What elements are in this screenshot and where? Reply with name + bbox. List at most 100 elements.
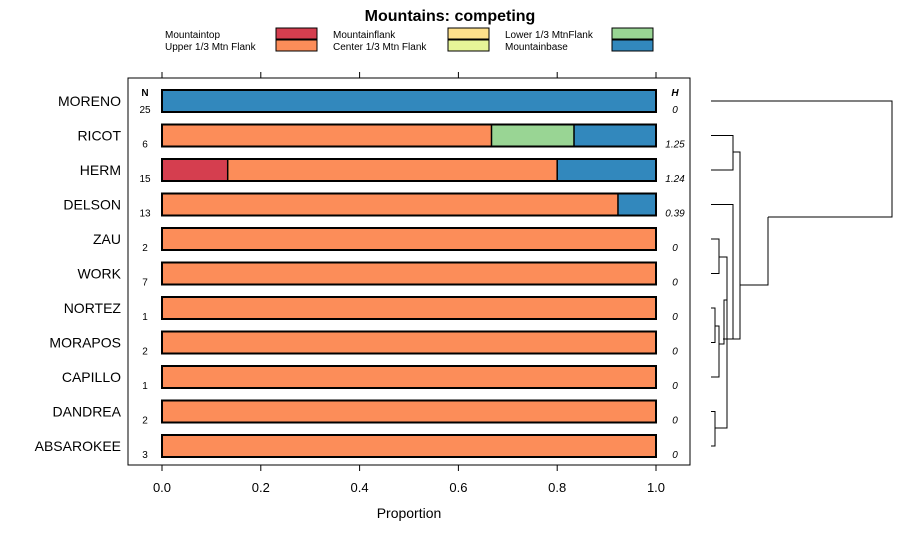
bar-outline: [161, 261, 657, 286]
dendrogram-branch: [711, 135, 734, 171]
bar-segment: [617, 193, 656, 216]
n-value: 3: [142, 450, 148, 461]
n-value: 2: [142, 347, 148, 358]
n-value: 1: [142, 381, 148, 392]
h-value: 1.24: [665, 174, 685, 185]
bar-outline: [161, 158, 657, 182]
legend-swatch: [611, 39, 654, 52]
legend-label: Mountainflank: [333, 30, 396, 41]
bar-segment: [162, 193, 618, 216]
n-header: N: [141, 88, 148, 99]
x-tick-label: 0.6: [449, 480, 467, 495]
bar-segment: [162, 90, 656, 112]
legend-label: Mountainbase: [505, 42, 568, 53]
bar-outline: [161, 89, 657, 113]
x-tick-label: 0.4: [351, 480, 369, 495]
n-value: 6: [142, 140, 148, 151]
bar-outline: [161, 123, 657, 148]
legend-swatch: [447, 27, 490, 40]
legend-swatch: [275, 39, 318, 52]
category-label: WORK: [77, 266, 121, 282]
legend-label: Mountaintop: [165, 30, 220, 41]
n-value: 1: [142, 312, 148, 323]
n-value: 15: [139, 174, 151, 185]
category-label: DELSON: [63, 197, 121, 213]
bar-segment: [162, 435, 656, 457]
category-label: MORAPOS: [49, 335, 121, 351]
dendrogram-branch: [719, 256, 728, 339]
category-label: HERM: [80, 162, 121, 178]
h-value: 0: [672, 105, 678, 116]
bar-segment: [162, 400, 656, 423]
x-tick-label: 0.0: [153, 480, 171, 495]
bar-segment: [162, 159, 228, 181]
bar-segment: [162, 262, 656, 285]
h-value: 0: [672, 312, 678, 323]
n-value: 13: [139, 209, 151, 220]
x-tick-label: 0.2: [252, 480, 270, 495]
category-label: ABSAROKEE: [35, 438, 121, 454]
dendrogram-branch: [733, 284, 768, 340]
dendrogram-branch: [711, 204, 734, 340]
dendrogram-branch: [711, 100, 893, 218]
dendrogram-branch: [711, 238, 720, 274]
bar-segment: [162, 366, 656, 388]
legend-swatch: [275, 27, 318, 40]
dendrogram-branch: [733, 151, 769, 286]
category-label: NORTEZ: [64, 300, 122, 316]
x-tick-label: 0.8: [548, 480, 566, 495]
bar-segment: [162, 331, 656, 354]
dendrogram-branch: [711, 411, 716, 447]
bar-outline: [161, 399, 657, 424]
n-value: 25: [139, 105, 151, 116]
x-axis: 0.0 0.2 0.4 0.6 0.8 1.0: [153, 72, 665, 495]
category-label: CAPILLO: [62, 369, 121, 385]
dendrogram: [711, 100, 893, 447]
h-value: 0: [672, 243, 678, 254]
legend-label: Center 1/3 Mtn Flank: [333, 42, 427, 53]
bar-outline: [161, 434, 657, 458]
bar-outline: [161, 192, 657, 217]
h-value: 1.25: [665, 140, 685, 151]
dendrogram-branch: [719, 299, 727, 345]
dendrogram-branch: [711, 325, 720, 378]
bar-segment: [573, 124, 656, 147]
legend-swatch: [611, 27, 654, 40]
h-value: 0: [672, 347, 678, 358]
dendrogram-branch: [711, 307, 716, 343]
x-tick-label: 1.0: [647, 480, 665, 495]
category-label: RICOT: [77, 128, 121, 144]
h-value: 0: [672, 450, 678, 461]
bar-segment: [162, 228, 656, 250]
bar-segment: [162, 297, 656, 319]
x-axis-title: Proportion: [377, 505, 442, 521]
dendrogram-branch: [715, 339, 728, 429]
category-label: DANDREA: [53, 404, 122, 420]
n-value: 7: [142, 278, 148, 289]
bar-segment: [557, 159, 656, 181]
bar-segment: [227, 159, 558, 181]
bar-segment: [491, 124, 574, 147]
bar-segment: [162, 124, 492, 147]
legend-label: Lower 1/3 MtnFlank: [505, 30, 594, 41]
legend-label: Upper 1/3 Mtn Flank: [165, 42, 257, 53]
bar-outline: [161, 330, 657, 355]
h-value: 0.39: [665, 209, 685, 220]
h-value: 0: [672, 381, 678, 392]
plot-frame: [127, 77, 691, 466]
chart-title: Mountains: competing: [365, 8, 536, 25]
h-value: 0: [672, 278, 678, 289]
category-label: MORENO: [58, 93, 121, 109]
category-label: ZAU: [93, 231, 121, 247]
h-header: H: [671, 88, 679, 99]
bar-outline: [161, 365, 657, 389]
n-value: 2: [142, 243, 148, 254]
h-value: 0: [672, 416, 678, 427]
legend-swatch: [447, 39, 490, 52]
n-value: 2: [142, 416, 148, 427]
bar-outline: [161, 227, 657, 251]
bar-outline: [161, 296, 657, 320]
